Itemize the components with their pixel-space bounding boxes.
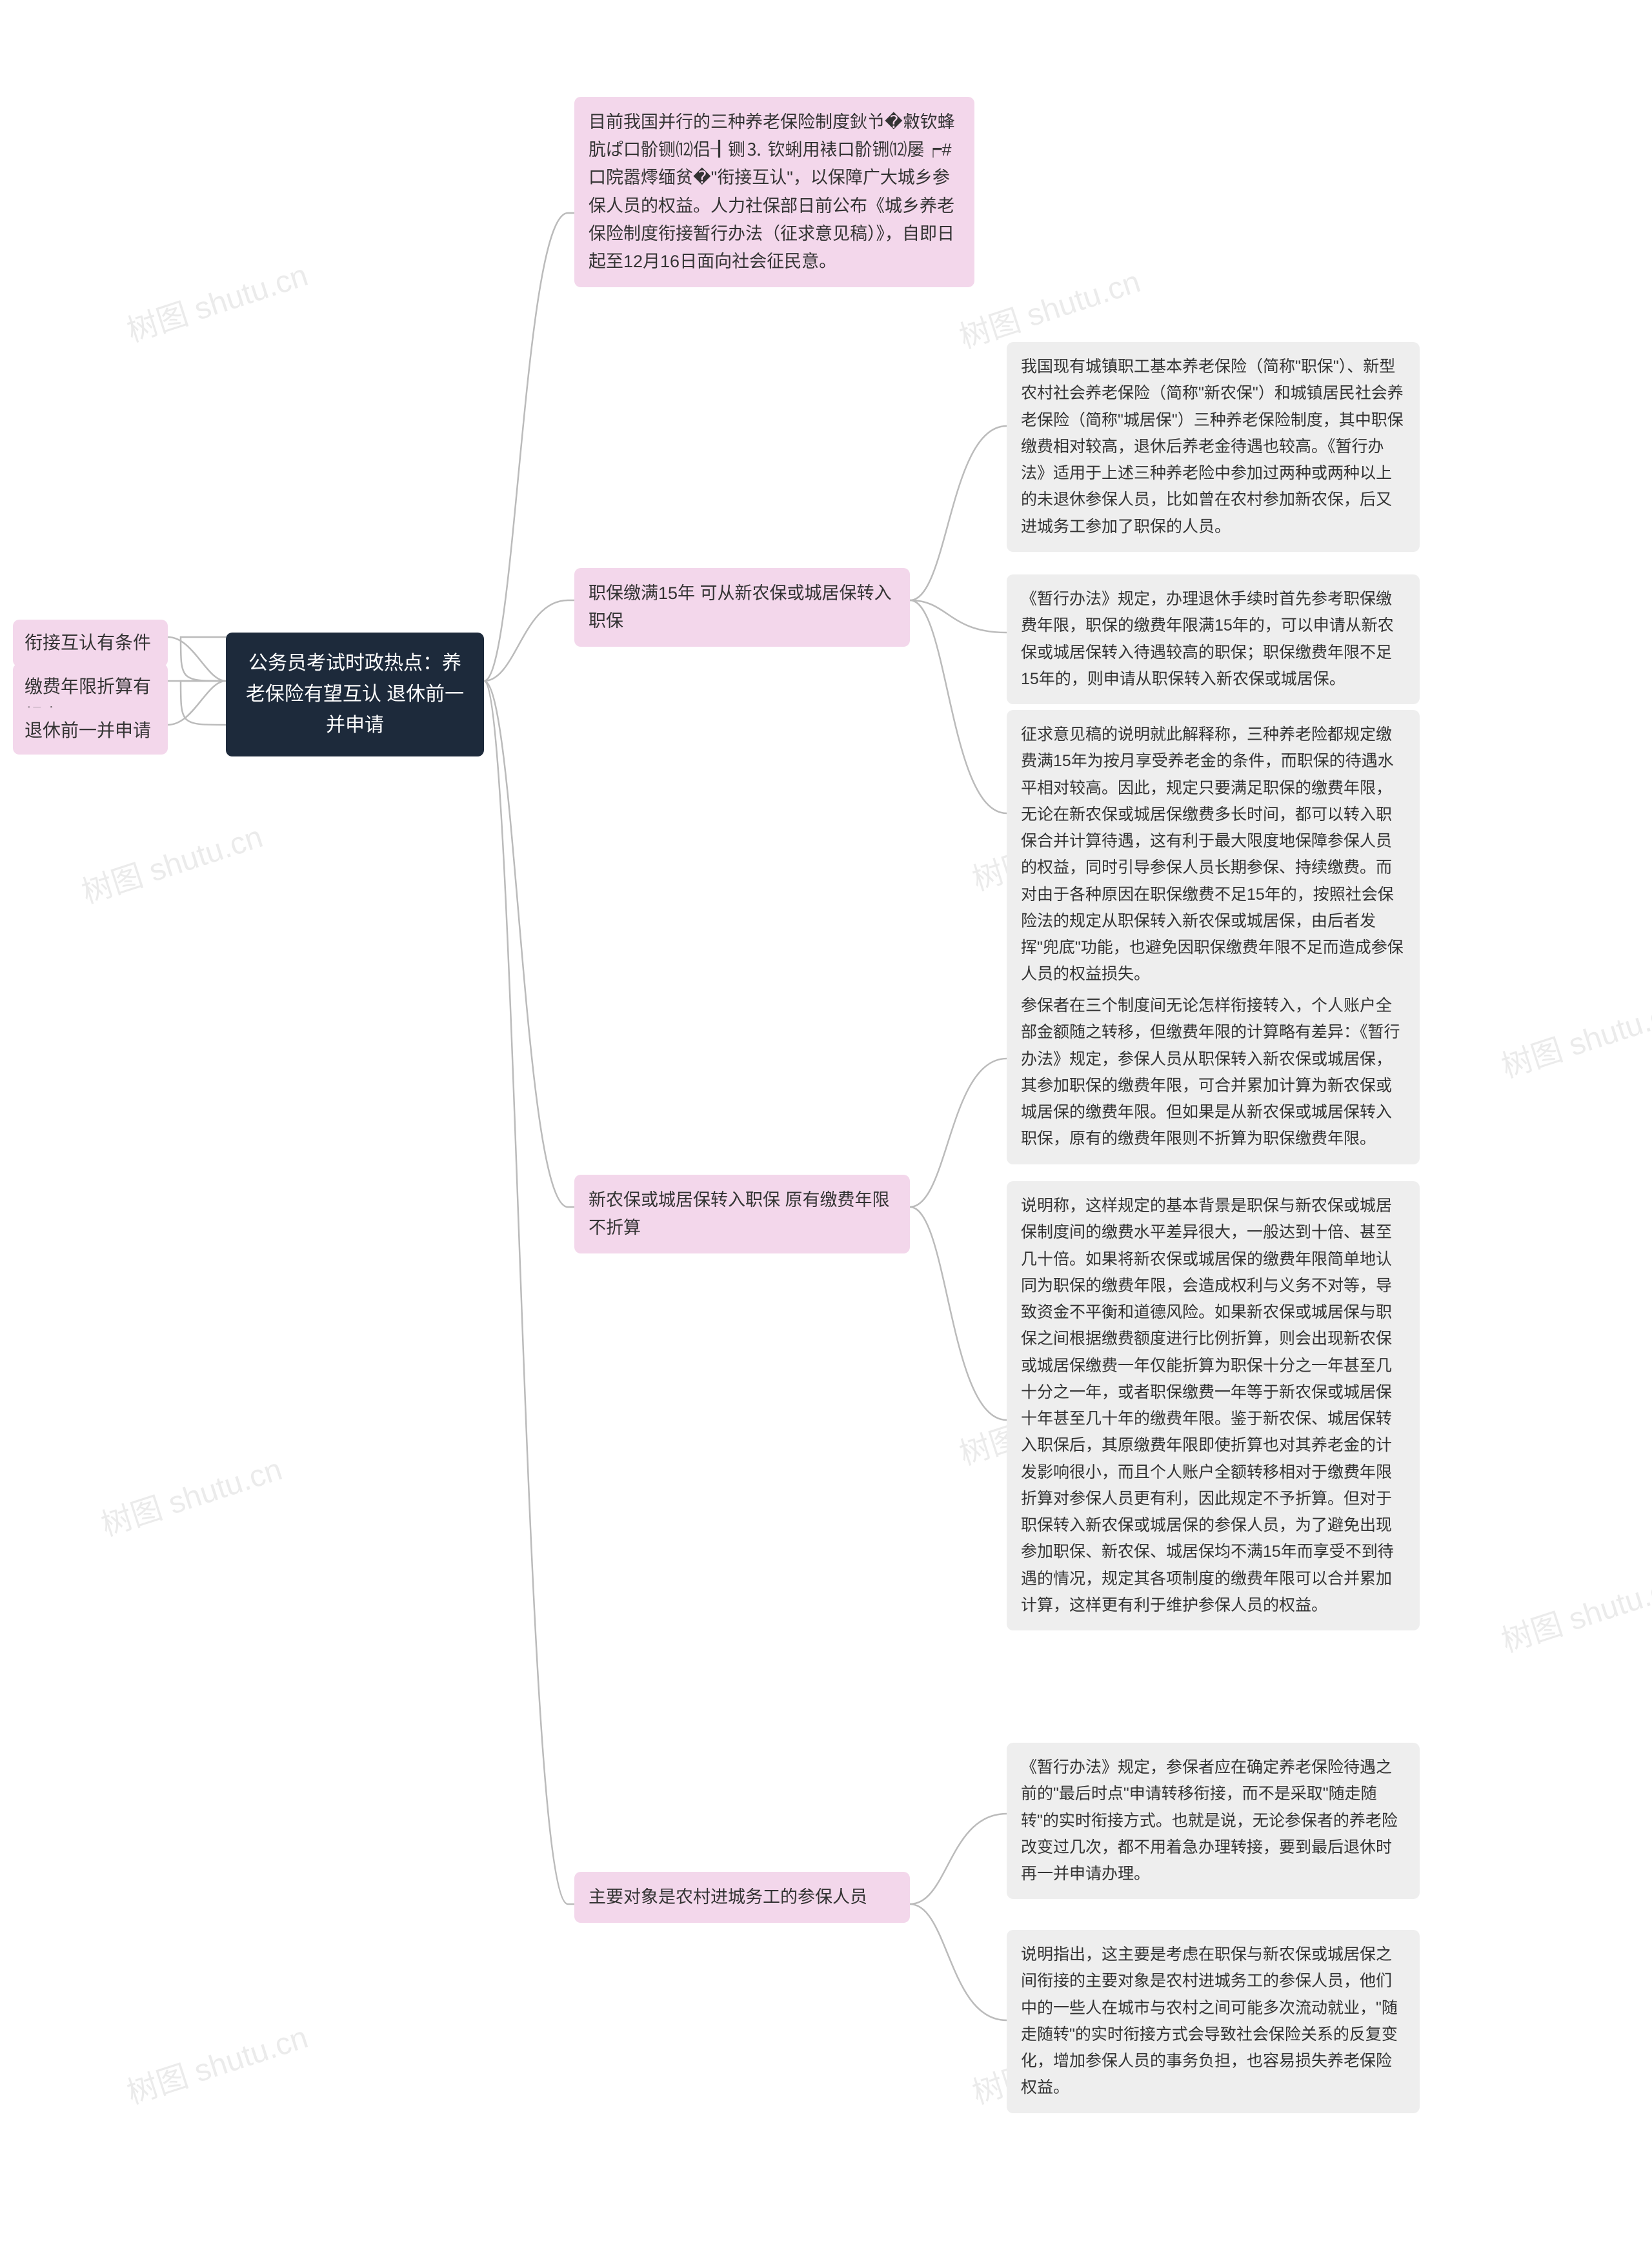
watermark: 树图 shutu.cn <box>120 2012 312 2113</box>
group-1-title[interactable]: 职保缴满15年 可从新农保或城居保转入职保 <box>574 568 910 647</box>
watermark: 树图 shutu.cn <box>75 811 267 912</box>
root-node[interactable]: 公务员考试时政热点：养老保险有望互认 退休前一并申请 <box>226 633 484 756</box>
group-2-title[interactable]: 新农保或城居保转入职保 原有缴费年限不折算 <box>574 1175 910 1253</box>
group-3-title[interactable]: 主要对象是农村进城务工的参保人员 <box>574 1872 910 1923</box>
group-2-leaf-0: 参保者在三个制度间无论怎样衔接转入，个人账户全部金额随之转移，但缴费年限的计算略… <box>1007 981 1420 1164</box>
left-branch-0[interactable]: 衔接互认有条件 <box>13 620 168 667</box>
group-3-leaf-0: 《暂行办法》规定，参保者应在确定养老保险待遇之前的"最后时点"申请转移衔接，而不… <box>1007 1743 1420 1899</box>
watermark: 树图 shutu.cn <box>1495 986 1652 1086</box>
watermark: 树图 shutu.cn <box>120 250 312 350</box>
left-branch-2[interactable]: 退休前一并申请 <box>13 707 168 755</box>
group-1-leaf-0: 我国现有城镇职工基本养老保险（简称"职保"）、新型农村社会养老保险（简称"新农保… <box>1007 342 1420 552</box>
group-2-leaf-1: 说明称，这样规定的基本背景是职保与新农保或城居保制度间的缴费水平差异很大，一般达… <box>1007 1181 1420 1630</box>
group-1-leaf-2: 征求意见稿的说明就此解释称，三种养老险都规定缴费满15年为按月享受养老金的条件，… <box>1007 710 1420 1000</box>
right-leaf-intro[interactable]: 目前我国并行的三种养老保险制度鈥兯�敹钦蜂肮ぱ口骱铡⑿侣┨铡⒊ 钦蜊用裱口骱铏⑿… <box>574 97 974 287</box>
group-3-leaf-1: 说明指出，这主要是考虑在职保与新农保或城居保之间衔接的主要对象是农村进城务工的参… <box>1007 1930 1420 2113</box>
mindmap-canvas: 树图 shutu.cn 树图 shutu.cn 树图 shutu.cn 树图 s… <box>0 0 1652 2252</box>
group-1-leaf-1: 《暂行办法》规定，办理退休手续时首先参考职保缴费年限，职保的缴费年限满15年的，… <box>1007 574 1420 704</box>
watermark: 树图 shutu.cn <box>94 1444 287 1545</box>
watermark: 树图 shutu.cn <box>1495 1560 1652 1661</box>
